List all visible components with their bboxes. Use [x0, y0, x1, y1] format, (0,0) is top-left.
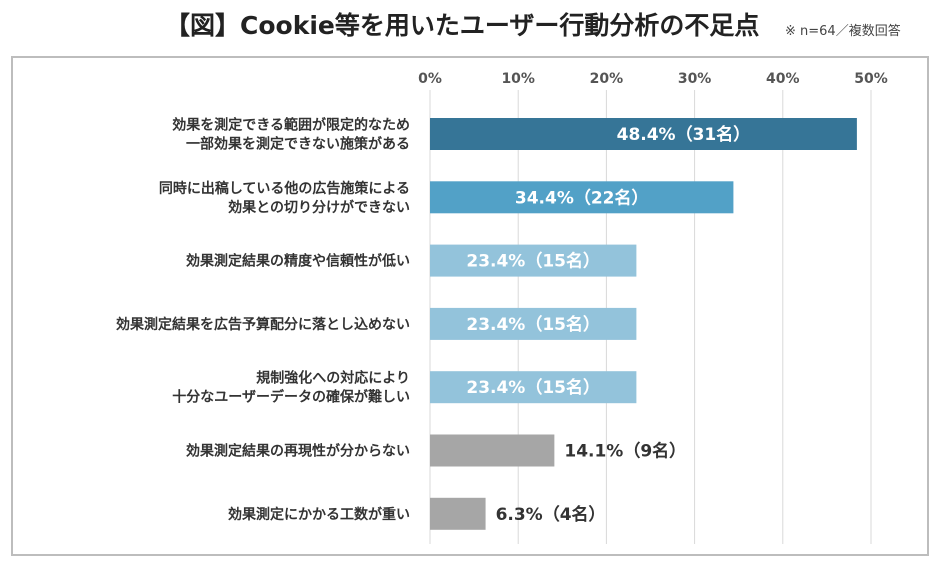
chart-title: 【図】Cookie等を用いたユーザー行動分析の不足点: [165, 11, 760, 40]
data-label: 23.4%（15名）: [466, 314, 600, 335]
bar: [430, 434, 555, 467]
category-label: 効果を測定できる範囲が限定的なため一部効果を測定できない施策がある: [172, 117, 410, 153]
category-label: 効果測定結果の精度や信頼性が低い: [186, 253, 410, 270]
data-label: 34.4%（22名）: [515, 187, 649, 208]
x-tick-label: 40%: [766, 71, 800, 87]
data-label: 6.3%（4名）: [496, 504, 606, 525]
category-label: 効果測定結果の再現性が分からない: [186, 443, 410, 460]
bar: [430, 181, 734, 214]
chart-frame: [11, 56, 929, 556]
bar: [430, 118, 857, 150]
bar: [430, 497, 486, 530]
category-label: 規制強化への対応により十分なユーザーデータの確保が難しい: [172, 370, 410, 406]
data-label: 48.4%（31名）: [617, 124, 751, 145]
x-tick-label: 30%: [678, 71, 712, 87]
bar: [430, 244, 637, 277]
bar: [430, 307, 637, 340]
category-label: 同時に出稿している他の広告施策による効果との切り分けができない: [159, 180, 410, 216]
x-tick-label: 20%: [590, 71, 624, 87]
x-tick-label: 0%: [418, 71, 442, 87]
data-label: 23.4%（15名）: [466, 251, 600, 272]
sample-note: ※ n=64／複数回答: [785, 24, 901, 39]
bar: [430, 371, 637, 404]
category-label: 効果測定にかかる工数が重い: [228, 506, 410, 523]
x-tick-label: 10%: [501, 71, 535, 87]
data-label: 14.1%（9名）: [564, 441, 686, 462]
category-label: 効果測定結果を広告予算配分に落とし込めない: [116, 316, 410, 333]
data-label: 23.4%（15名）: [466, 377, 600, 398]
x-tick-label: 50%: [854, 71, 888, 87]
